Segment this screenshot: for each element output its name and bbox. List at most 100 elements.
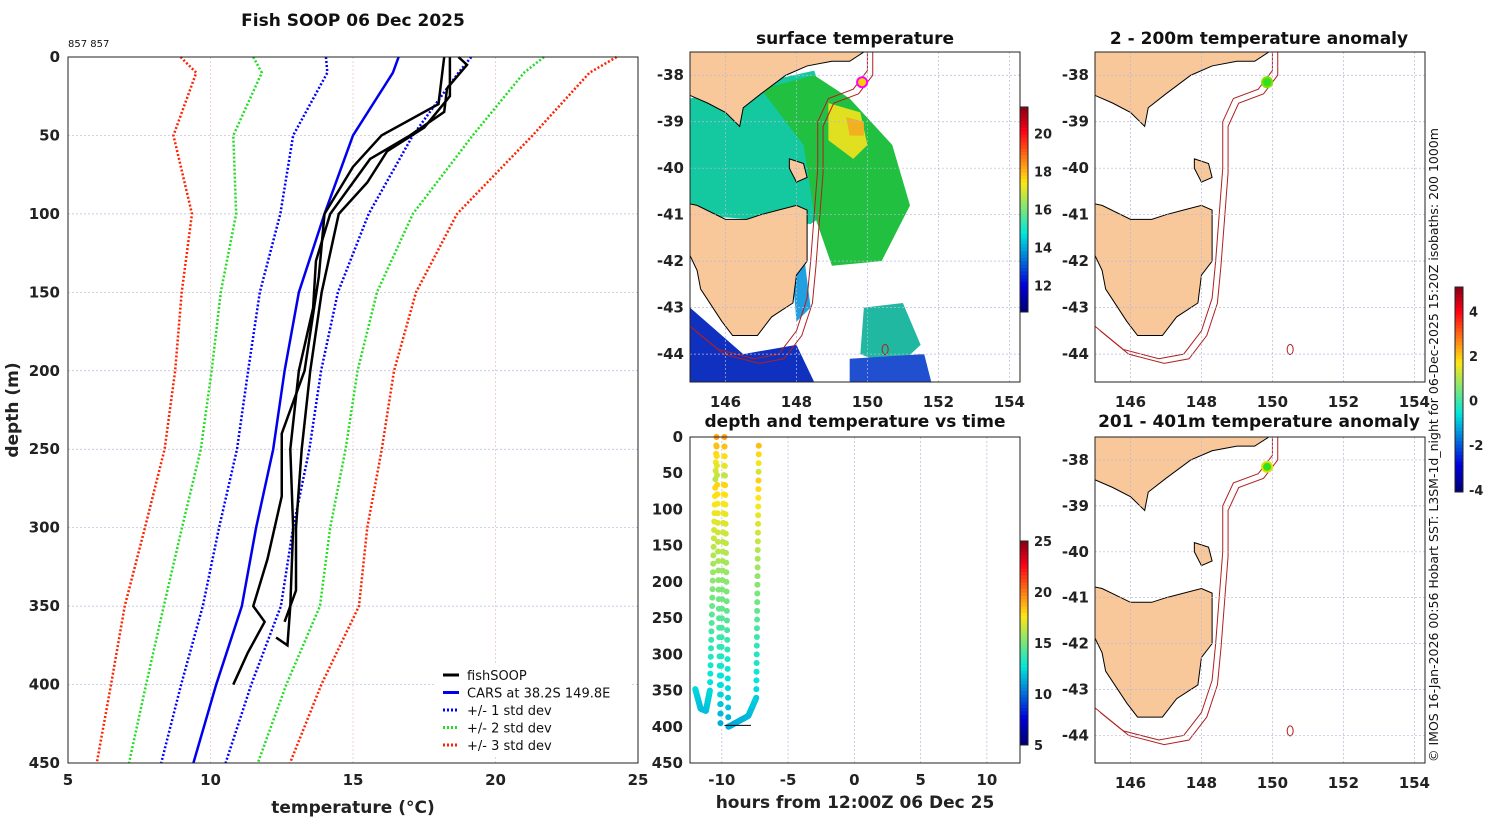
- lat-tick-label: -39: [1062, 497, 1089, 515]
- lon-tick-label: 148: [1186, 393, 1217, 411]
- data-point: [755, 494, 762, 501]
- colorbar-cell: [1020, 288, 1028, 292]
- colorbar-cell: [1020, 192, 1028, 197]
- data-point: [755, 442, 762, 449]
- lat-tick-label: -38: [657, 66, 684, 84]
- colorbar-cell: [1020, 547, 1028, 552]
- colorbar-cell: [1020, 690, 1028, 695]
- land: [1095, 586, 1213, 718]
- colorbar-cell: [1455, 355, 1463, 360]
- legend-label: +/- 2 std dev: [467, 722, 552, 737]
- data-point: [714, 491, 721, 498]
- y-tick-label: 100: [652, 500, 683, 518]
- y-tick-label: 400: [652, 718, 683, 736]
- colorbar-cell: [1020, 247, 1028, 251]
- colorbar-cell: [1455, 331, 1463, 336]
- lat-tick-label: -42: [1062, 252, 1089, 270]
- colorbar-cell: [1020, 646, 1028, 651]
- lat-tick-label: -43: [1062, 299, 1089, 317]
- colorbar-cell: [1020, 568, 1028, 573]
- data-point: [754, 555, 761, 562]
- data-point: [755, 468, 762, 475]
- std2-upper-line: [256, 56, 545, 764]
- y-tick-label: 150: [29, 283, 60, 301]
- colorbar-cell: [1455, 297, 1463, 302]
- data-point: [753, 633, 760, 640]
- data-point: [721, 472, 728, 479]
- y-tick-label: 50: [662, 464, 683, 482]
- colorbar-cell: [1020, 226, 1028, 231]
- legend-label: CARS at 38.2S 149.8E: [467, 687, 610, 702]
- colorbar-cell: [1020, 595, 1028, 600]
- colorbar-tick-label: -2: [1469, 439, 1483, 454]
- colorbar-tick-label: 4: [1469, 306, 1478, 321]
- isobath-line: [1100, 437, 1279, 746]
- data-point: [709, 603, 716, 610]
- lat-tick-label: -44: [657, 345, 684, 363]
- colorbar-cell: [1020, 199, 1028, 204]
- data-point: [709, 569, 716, 576]
- colorbar-cell: [1020, 117, 1028, 122]
- colorbar-cell: [1020, 551, 1028, 556]
- colorbar-cell: [1455, 328, 1463, 332]
- isobath-line: [695, 52, 874, 364]
- colorbar-cell: [1020, 721, 1028, 726]
- colorbar-cell: [1455, 358, 1463, 363]
- data-point: [755, 512, 762, 519]
- y-tick-label: 150: [652, 537, 683, 555]
- lon-tick-label: 146: [1115, 774, 1146, 792]
- std1-lower-line: [159, 56, 329, 764]
- legend-box: [436, 664, 632, 756]
- y-tick-label: 300: [29, 519, 60, 537]
- colorbar-cell: [1020, 161, 1028, 166]
- data-point: [714, 538, 721, 545]
- data-point: [753, 660, 760, 667]
- lat-tick-label: -38: [1062, 451, 1089, 469]
- data-point: [718, 624, 725, 631]
- colorbar-cell: [1020, 653, 1028, 658]
- data-point: [709, 594, 716, 601]
- colorbar-cell: [1020, 171, 1028, 176]
- colorbar-cell: [1020, 274, 1028, 279]
- profile-subtitle: 857 857: [68, 39, 109, 50]
- data-point: [708, 636, 715, 643]
- y-tick-label: 350: [652, 682, 683, 700]
- data-point: [754, 607, 761, 614]
- colorbar-cell: [1020, 680, 1028, 685]
- colorbar-cell: [1455, 287, 1463, 291]
- y-tick-label: 0: [673, 428, 683, 446]
- colorbar-cell: [1020, 605, 1028, 610]
- lat-tick-label: -44: [1062, 726, 1089, 744]
- sst-patch: [760, 75, 910, 266]
- colorbar-tick-label: 18: [1034, 166, 1052, 181]
- data-point: [754, 529, 761, 536]
- depth-time-title: depth and temperature vs time: [705, 412, 1006, 432]
- data-point: [722, 540, 729, 547]
- colorbar-cell: [1020, 130, 1028, 135]
- colorbar-cell: [1020, 592, 1028, 596]
- data-point: [707, 662, 714, 669]
- colorbar-cell: [1020, 673, 1028, 678]
- land: [1193, 158, 1213, 183]
- colorbar-cell: [1020, 110, 1028, 115]
- colorbar-cell: [1020, 271, 1028, 275]
- data-point: [725, 714, 732, 721]
- colorbar-tick-label: 14: [1034, 241, 1052, 256]
- sst-map-title: surface temperature: [756, 29, 954, 49]
- colorbar-cell: [1020, 544, 1028, 549]
- data-point: [714, 472, 721, 479]
- colorbar-tick-label: 16: [1034, 204, 1052, 219]
- data-point: [717, 720, 724, 727]
- colorbar-cell: [1020, 694, 1028, 698]
- y-tick-label: 200: [652, 573, 683, 591]
- colorbar-cell: [1020, 558, 1028, 562]
- colorbar-cell: [1455, 300, 1463, 305]
- land: [1095, 437, 1270, 512]
- colorbar-cell: [1455, 365, 1463, 370]
- colorbar-cell: [1455, 341, 1463, 346]
- colorbar-cell: [1455, 420, 1463, 425]
- colorbar-cell: [1020, 137, 1028, 142]
- colorbar-cell: [1020, 260, 1028, 265]
- colorbar-tick-label: 12: [1034, 279, 1052, 294]
- colorbar-cell: [1455, 474, 1463, 479]
